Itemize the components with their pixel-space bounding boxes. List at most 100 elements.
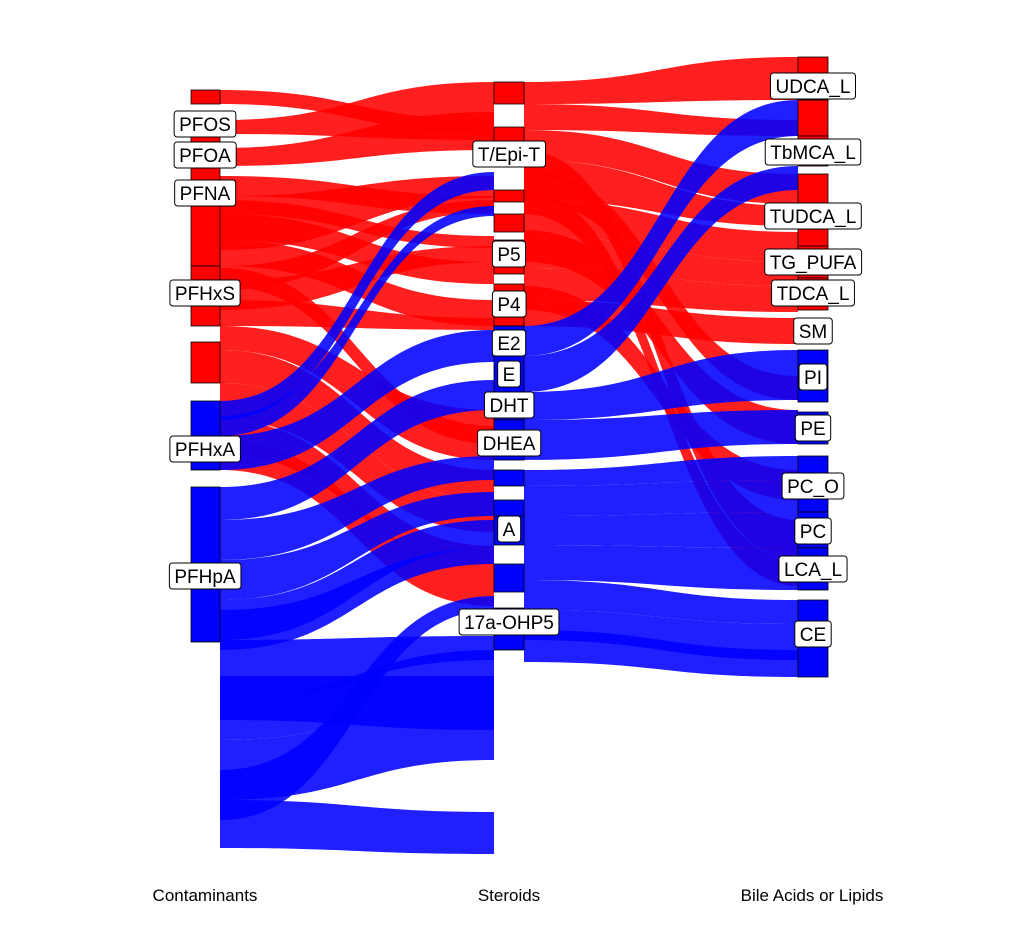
node-label-text: TUDCA_L [770,207,857,228]
axis-title-bile-acids-or-lipids: Bile Acids or Lipids [741,886,884,905]
node-label-box [483,391,535,419]
node-label-text: DHEA [483,434,536,455]
stratum-segment-steroids [493,213,525,233]
node-label-box [491,329,527,357]
stratum-segment-steroids [493,563,525,593]
node-label-box [798,363,828,391]
node-label-text: PFNA [180,184,231,205]
node-label-text: UDCA_L [776,77,851,98]
axis-title-steroids: Steroids [478,886,540,905]
node-label-a: A [497,515,522,543]
flow-ribbon-negative [524,610,798,660]
node-label-text: E [503,365,516,386]
stratum-segment-contaminants [190,341,221,384]
flow-ribbon-negative [220,492,494,600]
node-label-box [764,202,862,230]
node-label-p5: P5 [491,240,527,268]
node-label-sm: SM [793,317,833,345]
node-label-box [497,360,521,388]
flow-ribbon-positive [524,57,798,104]
node-label-text: T/Epi-T [478,145,541,166]
stratum-segment-steroids [493,81,525,105]
node-label-box [458,608,560,636]
node-label-pe: PE [794,414,832,442]
flow-ribbon-negative [220,676,494,730]
node-label-text: PI [804,368,822,389]
node-label-box [781,472,845,500]
node-label-text: E2 [497,334,520,355]
flow-ribbon-negative [524,545,798,590]
node-label-text: P5 [497,245,520,266]
node-label-dhea: DHEA [477,429,542,457]
flow-ribbon-negative [524,410,798,460]
node-label-pc: PC [794,517,832,545]
node-label-box [477,429,542,457]
node-label-box [169,435,241,463]
stratum-segment-outcomes [797,599,829,625]
node-label-text: CE [800,625,826,646]
node-label-text: PFHxA [175,440,236,461]
flow-ribbon-negative [220,380,494,520]
node-label-dht: DHT [483,391,535,419]
node-label-box [778,555,848,583]
node-label-e: E [497,360,521,388]
flow-ribbons [220,57,798,854]
node-label-text: P4 [497,295,521,316]
node-label-tg-pufa: TG_PUFA [764,248,863,276]
node-label-udca-l: UDCA_L [770,72,856,100]
flow-ribbon-negative [524,350,798,420]
node-label-text: 17a-OHP5 [464,613,554,634]
node-label-pc-o: PC_O [781,472,845,500]
node-label-box [794,414,832,442]
flow-ribbon-negative [524,630,798,677]
flow-ribbon-negative [524,456,798,486]
flow-ribbon-negative [220,800,494,854]
node-label-pfos: PFOS [173,110,237,138]
node-label-text: PE [800,419,825,440]
flow-ribbon-negative [220,548,494,650]
flow-ribbon-negative [220,330,494,470]
flow-ribbon-negative [220,206,494,436]
node-label-box [173,110,237,138]
node-label-pfoa: PFOA [173,141,237,169]
node-label-box [794,620,832,648]
node-label-p4: P4 [491,290,527,318]
node-label-lca-l: LCA_L [778,555,848,583]
flow-ribbon-negative [220,172,494,420]
flow-ribbon-negative [524,480,798,516]
node-label-box [491,240,527,268]
node-label-box [764,138,862,166]
node-label-text: PFHpA [174,567,236,588]
flow-ribbon-negative [524,100,798,356]
stratum-segment-contaminants [190,89,221,105]
flow-ribbon-negative [220,456,494,560]
node-label-text: LCA_L [784,560,842,581]
node-label-box [491,290,527,318]
node-label-e2: E2 [491,329,527,357]
stratum-segment-outcomes [797,173,829,205]
node-label-text: A [503,520,516,541]
flow-ribbon-negative [524,166,798,392]
node-label-box [169,279,241,307]
node-label-box [771,279,855,307]
node-label-tudca-l: TUDCA_L [764,202,862,230]
node-label-text: TG_PUFA [770,253,857,274]
node-label-box [764,248,863,276]
node-label-text: PFOS [179,115,231,136]
node-label-text: DHT [489,396,528,417]
flow-ribbon-negative [524,580,798,624]
stratum-segment-steroids [493,189,525,203]
node-label-text: PFOA [179,146,231,167]
flow-ribbon-positive [220,200,494,290]
node-label-pfhpa: PFHpA [168,562,242,590]
node-label-text: SM [799,322,828,343]
node-label-ce: CE [794,620,832,648]
node-label-tdca-l: TDCA_L [771,279,855,307]
node-label-pfna: PFNA [174,179,237,207]
node-label-text: PFHxS [175,284,235,305]
node-labels: PFOS PFOA PFNA PFHxS PFHxA PFHpA T/Epi-T P5 P4 E2… [168,72,863,648]
node-label-tbmca-l: TbMCA_L [764,138,862,166]
flow-ribbon-positive [524,130,798,204]
node-label-pfhxs: PFHxS [169,279,241,307]
